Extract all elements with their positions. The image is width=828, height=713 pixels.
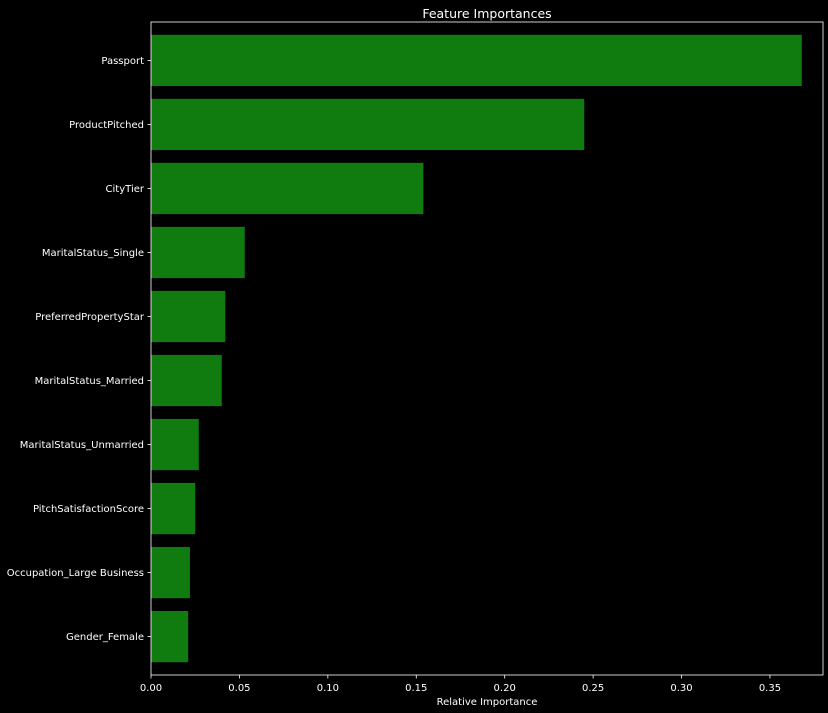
x-tick-label: 0.15 <box>405 683 427 694</box>
bar-maritalstatus-single <box>151 226 245 279</box>
plot-frame <box>150 21 824 676</box>
category-label: MaritalStatus_Single <box>42 248 144 259</box>
x-tick-label: 0.35 <box>759 683 781 694</box>
category-label: PreferredPropertyStar <box>35 312 145 323</box>
category-label: MaritalStatus_Married <box>35 376 144 387</box>
bars-group <box>151 34 802 663</box>
x-tick-label: 0.05 <box>228 683 250 694</box>
category-label: Occupation_Large Business <box>7 568 144 579</box>
category-label: Gender_Female <box>66 632 144 643</box>
bar-gender-female <box>151 610 189 663</box>
x-axis-label: Relative Importance <box>437 697 538 708</box>
category-label: CityTier <box>106 184 145 195</box>
bar-productpitched <box>151 98 585 151</box>
x-tick-label: 0.10 <box>317 683 339 694</box>
bar-preferredpropertystar <box>151 290 226 343</box>
chart-title: Feature Importances <box>422 6 551 21</box>
x-tick-label: 0.25 <box>582 683 604 694</box>
x-tick-label: 0.20 <box>494 683 516 694</box>
bar-passport <box>151 34 802 87</box>
category-label: MaritalStatus_Unmarried <box>20 440 144 451</box>
bar-maritalstatus-unmarried <box>151 418 199 471</box>
bar-citytier <box>151 162 424 215</box>
bar-pitchsatisfactionscore <box>151 482 196 535</box>
category-label: PitchSatisfactionScore <box>33 504 144 515</box>
x-axis-ticks: 0.00 0.05 0.10 0.15 0.20 0.25 0.30 0.35 <box>140 675 781 694</box>
category-label: ProductPitched <box>69 120 144 131</box>
x-tick-label: 0.30 <box>670 683 692 694</box>
category-label: Passport <box>101 56 144 67</box>
x-tick-label: 0.00 <box>140 683 162 694</box>
bar-occupation-large-business <box>151 546 190 599</box>
y-axis-labels: Passport ProductPitched CityTier MaritalSta… <box>7 56 151 643</box>
bar-maritalstatus-married <box>151 354 222 407</box>
